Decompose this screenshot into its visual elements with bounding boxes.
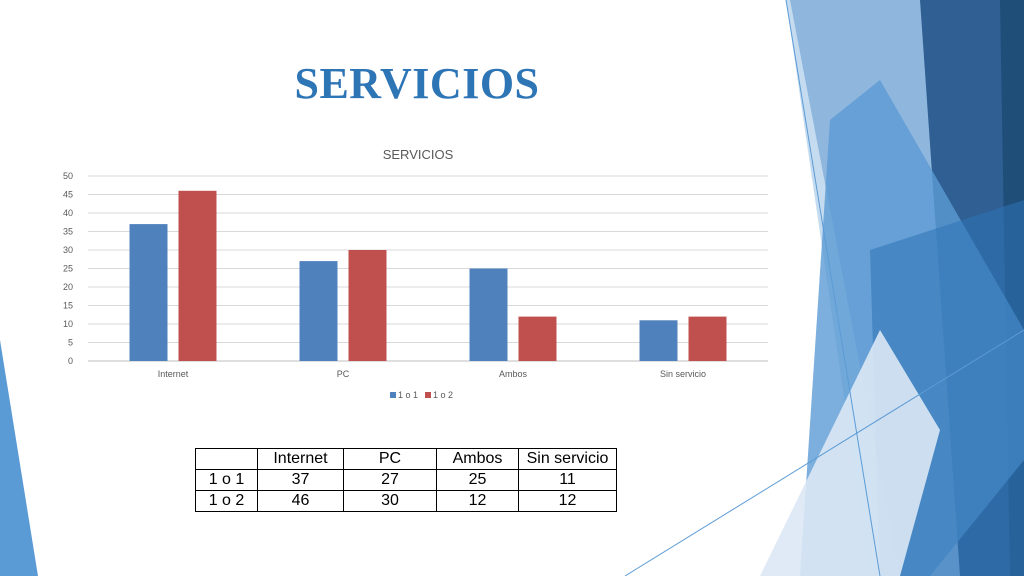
- legend-swatch: [390, 392, 396, 398]
- table-cell: 12: [518, 490, 617, 512]
- x-tick-label: Internet: [158, 369, 189, 379]
- data-table: Internet PC Ambos Sin servicio 1 o 1 37 …: [195, 448, 617, 512]
- deco-panel-pale: [760, 330, 940, 576]
- table-header-cell: Internet: [257, 448, 344, 470]
- bar: [129, 224, 168, 361]
- bar: [348, 250, 387, 361]
- y-tick-label: 30: [63, 245, 73, 255]
- x-axis-ticks: Internet PC Ambos Sin servicio: [158, 369, 706, 379]
- bar: [178, 190, 217, 361]
- bar: [518, 316, 557, 361]
- table-header-cell: PC: [343, 448, 437, 470]
- table-row: 1 o 2 46 30 12 12: [195, 490, 617, 512]
- legend-swatch: [425, 392, 431, 398]
- y-tick-label: 15: [63, 301, 73, 311]
- table-row-label: 1 o 2: [195, 490, 258, 512]
- table-row: 1 o 1 37 27 25 11: [195, 469, 617, 491]
- legend-label: 1 o 2: [433, 390, 453, 400]
- table-cell: 27: [343, 469, 437, 491]
- bar: [469, 268, 508, 361]
- bar: [639, 320, 678, 361]
- y-tick-label: 20: [63, 282, 73, 292]
- x-tick-label: Ambos: [499, 369, 528, 379]
- deco-line: [785, 0, 881, 576]
- table-cell: 12: [436, 490, 519, 512]
- table-header-cell: [195, 448, 258, 470]
- y-tick-label: 0: [68, 356, 73, 366]
- deco-line: [624, 329, 1024, 576]
- table-header-cell: Sin servicio: [518, 448, 617, 470]
- y-tick-label: 35: [63, 227, 73, 237]
- y-tick-label: 40: [63, 208, 73, 218]
- legend-label: 1 o 1: [398, 390, 418, 400]
- slide-title: SERVICIOS: [294, 59, 540, 108]
- y-axis-ticks: 0 5 10 15 20 25 30 35 40 45 50: [63, 171, 73, 366]
- x-tick-label: PC: [337, 369, 350, 379]
- y-tick-label: 5: [68, 338, 73, 348]
- table-header-cell: Ambos: [436, 448, 519, 470]
- y-tick-label: 45: [63, 190, 73, 200]
- table-header-row: Internet PC Ambos Sin servicio: [195, 448, 617, 470]
- bar: [299, 261, 338, 361]
- bars: [129, 190, 727, 361]
- y-tick-label: 10: [63, 319, 73, 329]
- table-cell: 30: [343, 490, 437, 512]
- table-cell: 25: [436, 469, 519, 491]
- table-cell: 11: [518, 469, 617, 491]
- chart-title: SERVICIOS: [383, 147, 454, 162]
- table-row-label: 1 o 1: [195, 469, 258, 491]
- bar: [688, 316, 727, 361]
- y-tick-label: 50: [63, 171, 73, 181]
- table-cell: 37: [257, 469, 344, 491]
- x-tick-label: Sin servicio: [660, 369, 706, 379]
- bar-chart: SERVICIOS 0 5 10 15 20 25 30 35 40 45 50 Internet P…: [63, 147, 768, 400]
- table-cell: 46: [257, 490, 344, 512]
- y-tick-label: 25: [63, 264, 73, 274]
- deco-left-strip: [0, 340, 38, 576]
- legend: 1 o 1 1 o 2: [390, 390, 453, 400]
